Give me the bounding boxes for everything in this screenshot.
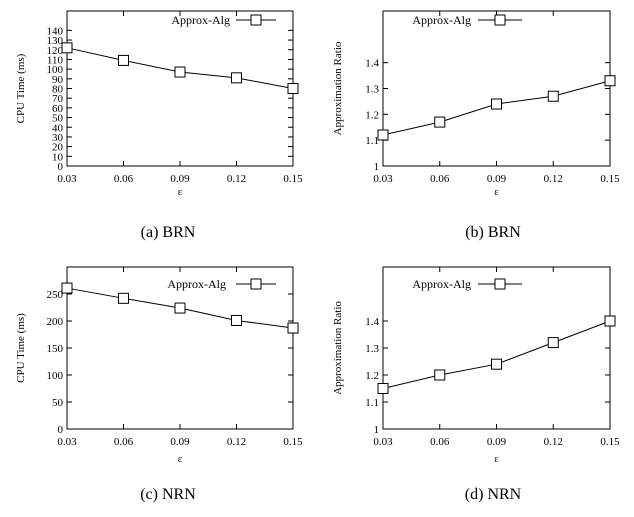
chart-2-plot-frame: [382, 10, 611, 167]
chart-3-y-tick-label: 50: [52, 397, 64, 409]
chart-1-plot-frame: [66, 10, 294, 167]
chart-2-data-point: [547, 90, 559, 102]
chart-1-y-tick-label: 60: [52, 103, 64, 115]
chart-3-x-tick-label: 0.12: [227, 436, 246, 448]
chart-1-y-tick-label: 70: [52, 93, 64, 105]
chart-2-y-tick-label: 1.2: [365, 109, 379, 121]
chart-3-x-tick-label: 0.09: [170, 436, 190, 448]
chart-4-legend-marker: [494, 278, 506, 290]
chart-2-caption: (b) BRN: [465, 224, 521, 241]
chart-1-y-tick-label: 100: [47, 64, 64, 76]
chart-2-y-tick-label: 1: [374, 161, 380, 173]
chart-2-x-tick-label: 0.06: [430, 173, 450, 185]
chart-3-y-tick-label: 250: [47, 289, 64, 301]
chart-2-legend-label: Approx-Alg: [412, 13, 471, 27]
chart-4-data-point: [491, 358, 502, 370]
chart-1-y-axis-label: CPU Time (ms): [15, 53, 27, 123]
chart-1-y-tick-label: 80: [52, 84, 64, 96]
chart-3-y-tick-label: 200: [47, 316, 64, 328]
chart-1-y-tick-label: 30: [52, 132, 64, 144]
chart-3-data-point: [231, 314, 242, 326]
chart-1-caption: (a) BRN: [141, 224, 196, 241]
chart-3-caption: (c) NRN: [140, 486, 196, 503]
chart-3-data-point: [287, 322, 299, 334]
chart-4-x-tick-label: 0.12: [544, 436, 563, 448]
chart-1-x-axis-label: ε: [178, 186, 183, 198]
chart-1-y-tick-label: 50: [52, 113, 64, 125]
chart-2-data-point: [377, 129, 389, 141]
chart-3-y-tick-label: 100: [47, 370, 64, 382]
chart-3-plot-frame: [66, 266, 294, 430]
chart-1-data-point: [174, 66, 186, 78]
chart-1-y-tick-label: 40: [52, 122, 64, 134]
chart-4-legend-label: Approx-Alg: [412, 277, 471, 291]
chart-2-y-tick-label: 1.1: [365, 135, 379, 147]
chart-1-y-tick-label: 0: [58, 161, 64, 173]
chart-1-x-tick-label: 0.03: [57, 173, 77, 185]
chart-1-data-point: [61, 42, 73, 54]
chart-4-data-point: [604, 315, 616, 327]
chart-1-y-tick-label: 140: [47, 25, 64, 37]
chart-3-legend-label: Approx-Alg: [167, 277, 226, 291]
chart-4-data-point: [377, 383, 389, 394]
chart-4-caption: (d) NRN: [465, 486, 522, 503]
chart-1-y-tick-label: 10: [52, 151, 64, 163]
chart-4-y-tick-label: 1.4: [365, 316, 379, 328]
chart-4-plot-frame: [382, 266, 611, 430]
chart-2-y-tick-label: 1.3: [365, 84, 379, 96]
chart-2-x-tick-label: 0.12: [544, 173, 563, 185]
chart-1-y-tick-label: 120: [47, 45, 64, 57]
chart-3-x-tick-label: 0.15: [283, 436, 303, 448]
chart-1-x-tick-label: 0.12: [227, 173, 246, 185]
chart-3-y-tick-label: 150: [47, 343, 64, 355]
chart-4-y-tick-label: 1: [374, 424, 380, 436]
chart-3-y-axis-label: CPU Time (ms): [15, 313, 27, 383]
chart-1-x-tick-label: 0.09: [170, 173, 190, 185]
chart-2-x-tick-label: 0.03: [373, 173, 393, 185]
chart-3-data-point: [61, 282, 73, 294]
chart-4-x-tick-label: 0.06: [430, 436, 450, 448]
chart-4-x-tick-label: 0.03: [373, 436, 393, 448]
chart-3-x-tick-label: 0.03: [57, 436, 77, 448]
chart-2-legend-marker: [494, 14, 506, 26]
chart-1-x-tick-label: 0.15: [283, 173, 303, 185]
chart-2-data-point: [491, 98, 502, 110]
chart-3-x-axis-label: ε: [178, 453, 183, 465]
chart-2-x-axis-label: ε: [494, 186, 499, 198]
chart-4-x-tick-label: 0.15: [600, 436, 620, 448]
chart-1-data-point: [118, 54, 129, 66]
chart-2-y-tick-label: 1.4: [365, 58, 379, 70]
chart-4-y-tick-label: 1.2: [365, 370, 379, 382]
chart-4-data-point: [434, 369, 446, 381]
chart-4-y-tick-label: 1.1: [365, 397, 379, 409]
chart-3-legend-marker: [250, 278, 262, 290]
chart-3-x-tick-label: 0.06: [114, 436, 134, 448]
chart-4-y-tick-label: 1.3: [365, 343, 379, 355]
chart-1-legend-marker: [250, 14, 262, 26]
chart-1-data-point: [231, 72, 242, 84]
chart-4-data-point: [547, 337, 559, 349]
chart-1-legend-label: Approx-Alg: [171, 13, 230, 27]
chart-2-y-axis-label: Approximation Ratio: [332, 41, 344, 135]
chart-1-y-tick-label: 20: [52, 142, 64, 154]
chart-2-data-point: [434, 116, 446, 128]
chart-2-x-tick-label: 0.09: [487, 173, 507, 185]
chart-4-series-line: [382, 320, 611, 389]
chart-4-x-axis-label: ε: [494, 453, 499, 465]
chart-1-y-tick-label: 110: [47, 54, 64, 66]
chart-2-data-point: [604, 75, 616, 87]
chart-4-x-tick-label: 0.09: [487, 436, 507, 448]
chart-1-data-point: [287, 83, 299, 94]
chart-4-y-axis-label: Approximation Ratio: [332, 301, 344, 395]
chart-1-x-tick-label: 0.06: [114, 173, 134, 185]
chart-1-y-tick-label: 90: [52, 74, 64, 86]
chart-1-y-tick-label: 130: [47, 35, 64, 47]
chart-3-data-point: [174, 302, 186, 314]
chart-2-x-tick-label: 0.15: [600, 173, 620, 185]
chart-3-y-tick-label: 0: [58, 424, 64, 436]
chart-3-data-point: [118, 292, 129, 304]
